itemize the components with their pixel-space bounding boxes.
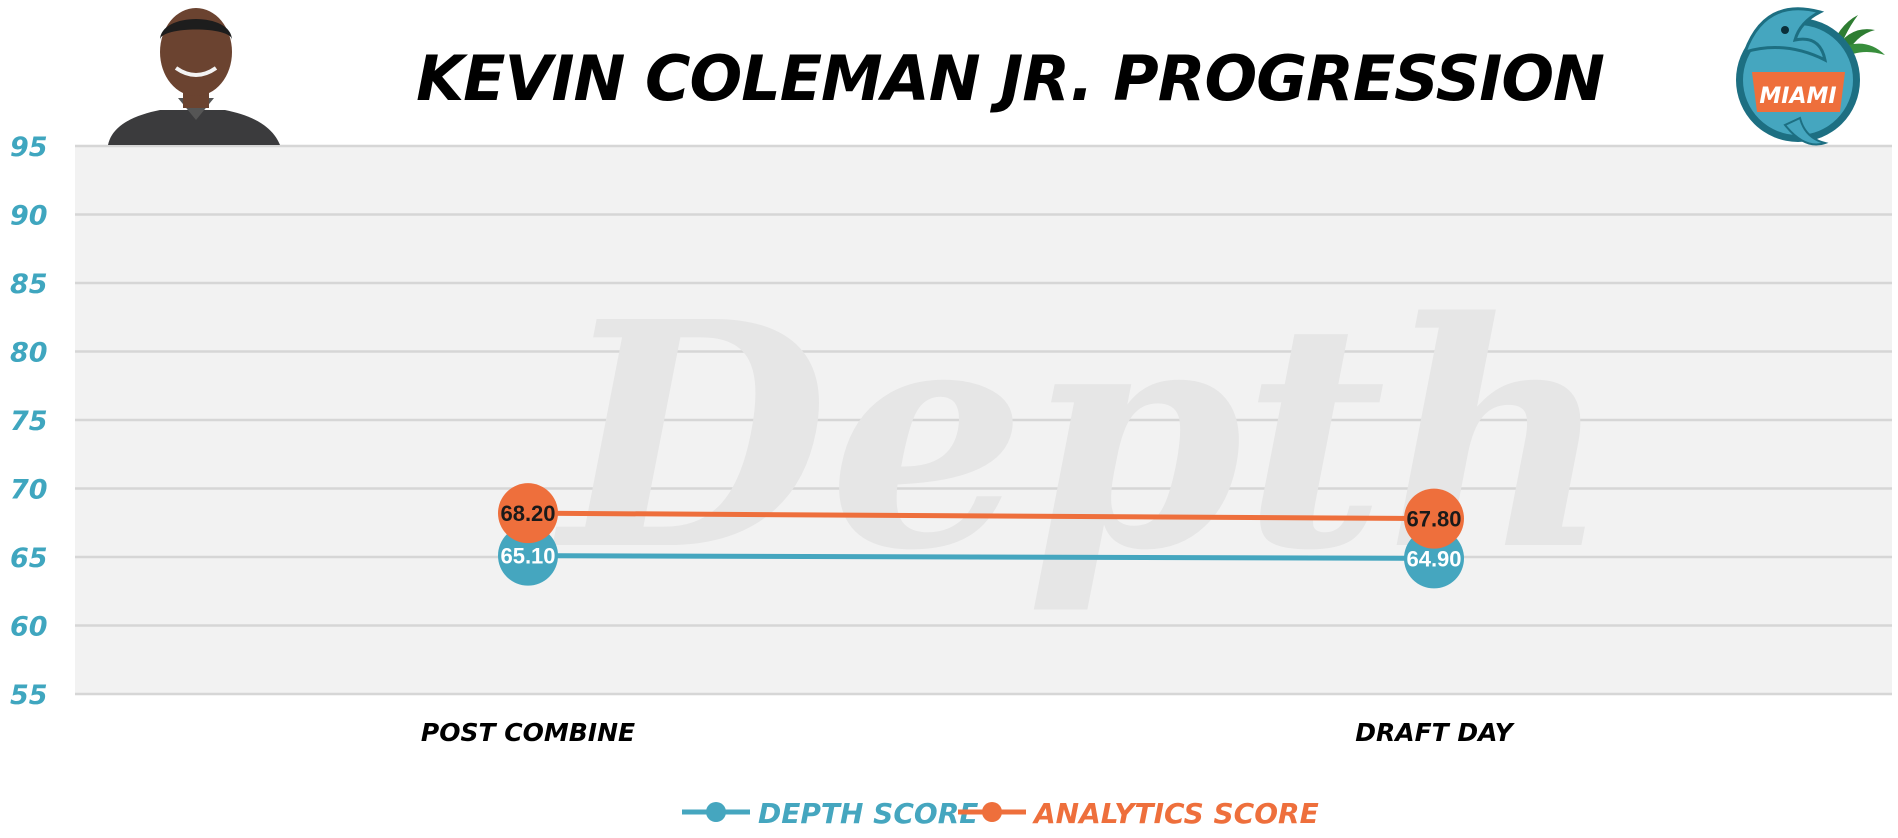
data-label-analytics: 67.80 xyxy=(1406,507,1461,532)
y-tick-label: 90 xyxy=(10,201,48,232)
legend-label-depth: DEPTH SCORE xyxy=(758,797,978,830)
y-tick-label: 60 xyxy=(10,612,48,643)
data-point-analytics: 68.20 xyxy=(498,483,558,544)
data-label-depth: 65.10 xyxy=(500,544,555,569)
data-label-depth: 64.90 xyxy=(1406,546,1461,571)
y-tick-label: 55 xyxy=(10,680,48,711)
y-tick-label: 80 xyxy=(10,338,48,369)
legend: DEPTH SCORE ANALYTICS SCORE xyxy=(682,797,1319,830)
x-tick-label: DRAFT DAY xyxy=(1355,718,1515,747)
y-tick-label: 70 xyxy=(10,475,48,506)
team-logo-text: MIAMI xyxy=(1759,84,1836,109)
legend-label-analytics: ANALYTICS SCORE xyxy=(1032,797,1319,830)
data-marker-analytics xyxy=(1404,488,1464,549)
chart-title: KEVIN COLEMAN JR. PROGRESSION xyxy=(416,42,1604,115)
series-line-depth xyxy=(527,553,1435,561)
x-tick-label: POST COMBINE xyxy=(421,718,635,747)
y-tick-label: 95 xyxy=(10,132,48,163)
data-point-analytics: 67.80 xyxy=(1404,488,1464,549)
legend-marker-depth xyxy=(706,802,726,822)
data-marker-analytics xyxy=(498,483,558,544)
y-tick-label: 75 xyxy=(10,406,48,437)
y-tick-label: 65 xyxy=(10,543,48,574)
series-line-analytics xyxy=(527,510,1435,522)
data-point-depth: 65.10 xyxy=(498,525,558,586)
data-marker-depth xyxy=(498,525,558,586)
miami-dolphins-logo-icon: MIAMI xyxy=(1736,7,1885,146)
y-tick-label: 85 xyxy=(10,269,48,300)
data-label-analytics: 68.20 xyxy=(500,501,555,526)
legend-marker-analytics xyxy=(982,802,1002,822)
player-headshot-icon xyxy=(108,8,280,145)
